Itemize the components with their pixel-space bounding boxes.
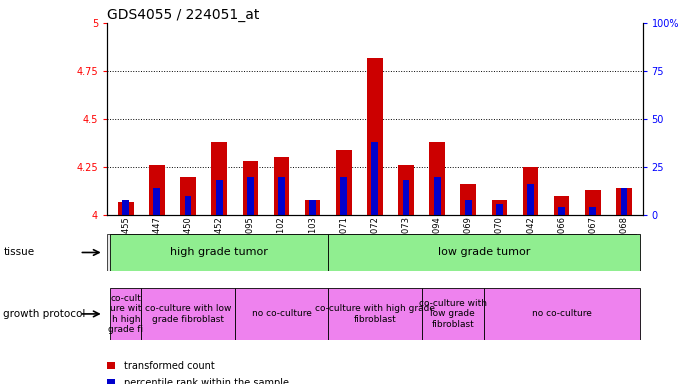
Bar — [558, 207, 565, 215]
Bar — [372, 142, 378, 215]
Bar — [484, 288, 639, 340]
Text: low grade tumor: low grade tumor — [437, 247, 530, 258]
Bar — [429, 142, 445, 215]
Text: tissue: tissue — [3, 247, 35, 258]
Text: co-culture with low
grade fibroblast: co-culture with low grade fibroblast — [145, 304, 231, 324]
Bar — [465, 200, 472, 215]
Bar — [621, 188, 627, 215]
Bar — [118, 202, 133, 215]
Bar — [554, 196, 569, 215]
Bar — [367, 58, 383, 215]
Bar — [434, 177, 441, 215]
Bar — [142, 288, 235, 340]
Bar — [616, 188, 632, 215]
Bar — [184, 196, 191, 215]
Text: transformed count: transformed count — [124, 361, 214, 371]
Bar — [111, 288, 142, 340]
Bar — [122, 200, 129, 215]
Bar — [274, 157, 290, 215]
Bar — [491, 200, 507, 215]
Text: co-culture with high grade
fibroblast: co-culture with high grade fibroblast — [315, 304, 435, 324]
Text: GDS4055 / 224051_at: GDS4055 / 224051_at — [107, 8, 260, 22]
Bar — [247, 177, 254, 215]
Text: co-cult
ure wit
h high
grade fi: co-cult ure wit h high grade fi — [108, 294, 143, 334]
Bar — [398, 165, 414, 215]
Bar — [235, 288, 328, 340]
Bar — [111, 234, 328, 271]
Text: growth protocol: growth protocol — [3, 309, 86, 319]
Text: no co-culture: no co-culture — [252, 310, 312, 318]
Bar — [403, 180, 410, 215]
Bar — [216, 180, 223, 215]
Bar — [211, 142, 227, 215]
Bar — [305, 200, 321, 215]
Bar — [328, 288, 422, 340]
Text: percentile rank within the sample: percentile rank within the sample — [124, 378, 289, 384]
Bar — [340, 177, 347, 215]
Bar — [460, 184, 476, 215]
Bar — [527, 184, 534, 215]
Bar — [328, 234, 639, 271]
Bar — [336, 150, 352, 215]
Text: high grade tumor: high grade tumor — [170, 247, 268, 258]
Bar — [422, 288, 484, 340]
Bar — [585, 190, 600, 215]
Bar — [278, 177, 285, 215]
Bar — [153, 188, 160, 215]
Bar — [589, 207, 596, 215]
Text: no co-culture: no co-culture — [532, 310, 591, 318]
Bar — [309, 200, 316, 215]
Bar — [243, 161, 258, 215]
Text: co-culture with
low grade
fibroblast: co-culture with low grade fibroblast — [419, 299, 486, 329]
Bar — [180, 177, 196, 215]
Bar — [149, 165, 164, 215]
Bar — [496, 204, 503, 215]
Bar — [523, 167, 538, 215]
